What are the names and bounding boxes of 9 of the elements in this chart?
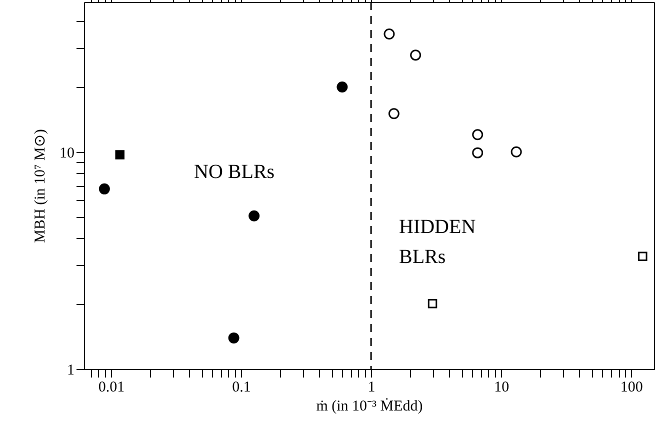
annotation: NO BLRs [194, 161, 275, 183]
x-tick-label: 0.1 [232, 380, 251, 396]
x-tick-label: 100 [620, 380, 643, 396]
annotation: HIDDEN BLRs [399, 216, 476, 268]
y-axis-title: MBH (in 10⁷ M⊙) [32, 129, 48, 243]
x-tick-label: 10 [494, 380, 510, 396]
x-axis-title: ṁ (in 10⁻³ ṀEdd) [316, 398, 423, 414]
x-tick-label: 0.01 [98, 380, 125, 396]
x-tick-label: 1 [368, 380, 376, 396]
